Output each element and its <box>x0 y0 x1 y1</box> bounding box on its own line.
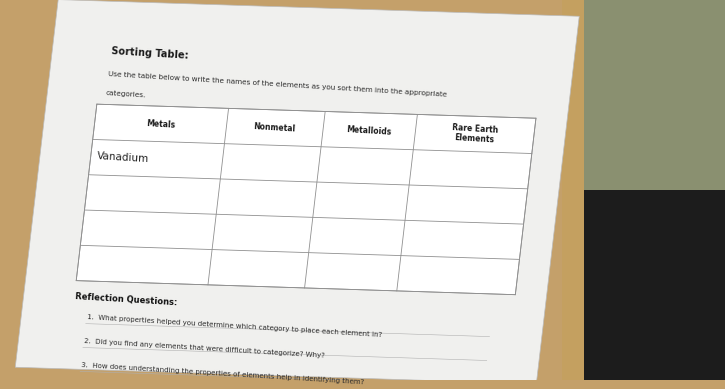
Polygon shape <box>580 190 725 380</box>
Text: 2.  Did you find any elements that were difficult to categorize? Why?: 2. Did you find any elements that were d… <box>84 338 325 359</box>
Text: Sorting Table:: Sorting Table: <box>111 46 188 60</box>
Text: Rare Earth
Elements: Rare Earth Elements <box>451 123 498 145</box>
Text: Vanadium: Vanadium <box>96 151 149 164</box>
Text: Reflection Questions:: Reflection Questions: <box>75 292 178 307</box>
Text: Use the table below to write the names of the elements as you sort them into the: Use the table below to write the names o… <box>108 71 447 98</box>
Text: 3.  How does understanding the properties of elements help in identifying them?: 3. How does understanding the properties… <box>81 362 365 385</box>
Text: categories.: categories. <box>106 90 146 98</box>
Polygon shape <box>76 104 536 295</box>
Text: Nonmetal: Nonmetal <box>254 122 296 133</box>
Text: 1.  What properties helped you determine which category to place each element in: 1. What properties helped you determine … <box>87 314 382 338</box>
Bar <box>562 0 584 380</box>
FancyBboxPatch shape <box>15 0 579 384</box>
Text: Metalloids: Metalloids <box>347 125 392 137</box>
Polygon shape <box>580 0 725 190</box>
Text: Metals: Metals <box>146 119 175 129</box>
